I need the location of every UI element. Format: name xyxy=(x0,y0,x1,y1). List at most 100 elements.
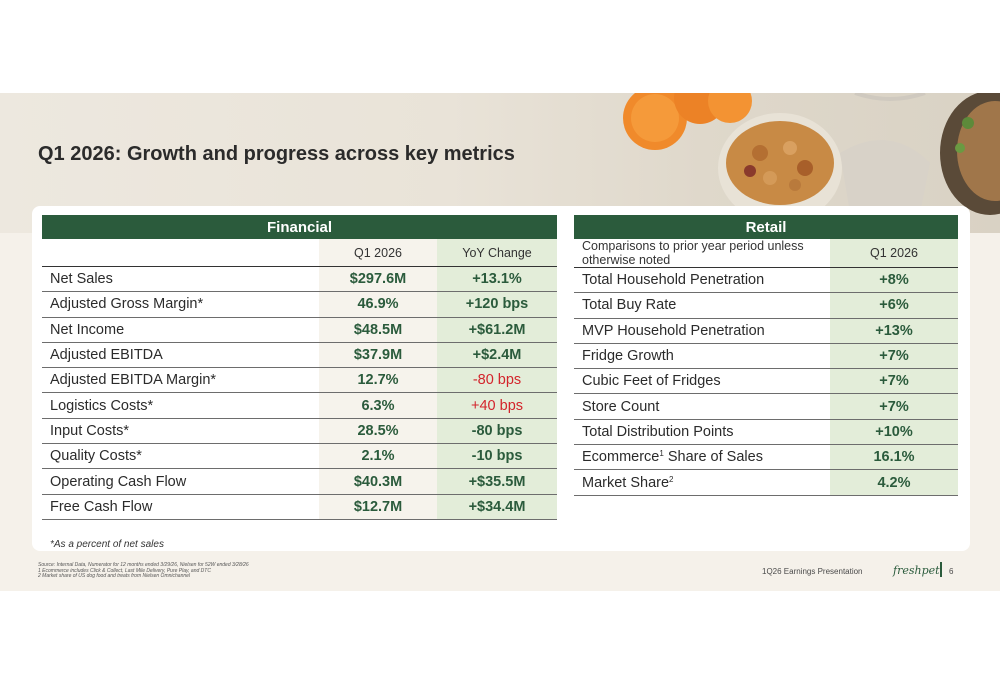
financial-yoy-change: -80 bps xyxy=(437,367,558,394)
retail-comparison-note: Comparisons to prior year period unless … xyxy=(574,239,830,268)
retail-metric-label-text: Ecommerce xyxy=(582,449,660,466)
retail-row: Market Share2 4.2% xyxy=(574,469,959,496)
footnote-marker: 2 xyxy=(669,474,674,484)
financial-column-yoy: YoY Change xyxy=(437,239,558,267)
financial-row: Quality Costs* 2.1% -10 bps xyxy=(42,443,558,470)
financial-q1-value: $12.7M xyxy=(319,494,437,520)
financial-metric-label: Adjusted EBITDA Margin* xyxy=(42,367,319,394)
financial-yoy-change: -80 bps xyxy=(437,418,558,445)
financial-yoy-change: +120 bps xyxy=(437,291,558,318)
financial-row: Free Cash Flow $12.7M +$34.4M xyxy=(42,494,558,520)
financial-column-q1: Q1 2026 xyxy=(319,239,437,267)
source-line: Source: Internal Data, Numerator for 12 … xyxy=(38,562,249,568)
retail-metric-label-text: Total Distribution Points xyxy=(582,423,734,440)
presentation-name: 1Q26 Earnings Presentation xyxy=(762,567,863,576)
source-line: 1 Ecommerce includes Click & Collect, La… xyxy=(38,567,211,574)
retail-q1-value: +7% xyxy=(830,368,959,395)
retail-row: Fridge Growth +7% xyxy=(574,343,959,370)
retail-metric-label-text: MVP Household Penetration xyxy=(582,322,765,339)
financial-yoy-change: +$61.2M xyxy=(437,317,558,343)
retail-q1-value: +7% xyxy=(830,393,959,420)
food-photo-decoration xyxy=(623,93,1000,218)
financial-row: Net Sales $297.6M +13.1% xyxy=(42,266,558,293)
financial-q1-value: 12.7% xyxy=(319,367,437,394)
financial-yoy-change: +$34.4M xyxy=(437,494,558,520)
page-title: Q1 2026: Growth and progress across key … xyxy=(38,143,515,165)
financial-q1-value: 6.3% xyxy=(319,392,437,419)
retail-metric-label-text: Market Share xyxy=(582,474,670,491)
financial-metric-label: Logistics Costs* xyxy=(42,392,319,419)
financial-metric-label: Net Sales xyxy=(42,266,319,293)
financial-q1-value: 28.5% xyxy=(319,418,437,445)
retail-metric-label-suffix: Share of Sales xyxy=(663,449,763,466)
retail-metric-label-text: Store Count xyxy=(582,398,660,415)
financial-q1-value: 2.1% xyxy=(319,443,437,470)
retail-row: Total Household Penetration +8% xyxy=(574,267,959,294)
financial-q1-value: $297.6M xyxy=(319,266,437,293)
retail-row: MVP Household Penetration +13% xyxy=(574,318,959,344)
retail-row: Store Count +7% xyxy=(574,393,959,420)
retail-q1-value: 16.1% xyxy=(830,444,959,471)
retail-q1-value: +7% xyxy=(830,343,959,370)
financial-q1-value: $48.5M xyxy=(319,317,437,343)
financial-row: Logistics Costs* 6.3% +40 bps xyxy=(42,392,558,419)
financial-metric-label: Adjusted Gross Margin* xyxy=(42,291,319,318)
financial-column-blank xyxy=(42,239,319,267)
retail-metric-label: Store Count xyxy=(574,393,830,420)
financial-metric-label: Operating Cash Flow xyxy=(42,468,319,495)
retail-metric-label: MVP Household Penetration xyxy=(574,318,830,344)
net-sales-footnote: *As a percent of net sales xyxy=(50,539,164,550)
financial-yoy-change: +$2.4M xyxy=(437,342,558,369)
financial-table: Financial Q1 2026 YoY Change Net Sales $2… xyxy=(42,215,558,520)
retail-row: Total Distribution Points +10% xyxy=(574,419,959,446)
retail-metric-label: Total Buy Rate xyxy=(574,292,830,319)
sources-footnotes: Source: Internal Data, Numerator for 12 … xyxy=(38,562,249,580)
retail-column-header-row: Comparisons to prior year period unless … xyxy=(574,239,959,268)
retail-metric-label-text: Fridge Growth xyxy=(582,348,674,365)
financial-yoy-change: +$35.5M xyxy=(437,468,558,495)
financial-row: Input Costs* 28.5% -80 bps xyxy=(42,418,558,445)
footnote-marker: 1 xyxy=(659,449,664,459)
financial-row: Adjusted Gross Margin* 46.9% +120 bps xyxy=(42,291,558,318)
retail-q1-value: +13% xyxy=(830,318,959,344)
financial-metric-label: Free Cash Flow xyxy=(42,494,319,520)
financial-yoy-change: +40 bps xyxy=(437,392,558,419)
financial-metric-label: Quality Costs* xyxy=(42,443,319,470)
financial-metric-label: Adjusted EBITDA xyxy=(42,342,319,369)
financial-yoy-change: +13.1% xyxy=(437,266,558,293)
financial-q1-value: 46.9% xyxy=(319,291,437,318)
source-line: 2 Market share of US dog food and treats… xyxy=(38,573,191,579)
retail-metric-label: Cubic Feet of Fridges xyxy=(574,368,830,395)
retail-metric-label-text: Cubic Feet of Fridges xyxy=(582,373,721,390)
retail-header: Retail xyxy=(574,215,959,239)
retail-row: Cubic Feet of Fridges +7% xyxy=(574,368,959,395)
financial-row: Adjusted EBITDA Margin* 12.7% -80 bps xyxy=(42,367,558,394)
retail-row: Total Buy Rate +6% xyxy=(574,292,959,319)
retail-metric-label: Ecommerce1 Share of Sales xyxy=(574,444,830,471)
retail-metric-label-text: Total Household Penetration xyxy=(582,272,765,289)
financial-q1-value: $37.9M xyxy=(319,342,437,369)
footer-divider xyxy=(940,562,942,577)
retail-row: Ecommerce1 Share of Sales 16.1% xyxy=(574,444,959,471)
financial-row: Net Income $48.5M +$61.2M xyxy=(42,317,558,343)
retail-column-q1: Q1 2026 xyxy=(830,239,959,268)
retail-metric-label: Total Distribution Points xyxy=(574,419,830,446)
retail-q1-value: +6% xyxy=(830,292,959,319)
retail-metric-label: Fridge Growth xyxy=(574,343,830,370)
financial-row: Operating Cash Flow $40.3M +$35.5M xyxy=(42,468,558,495)
financial-column-header-row: Q1 2026 YoY Change xyxy=(42,239,558,267)
financial-row: Adjusted EBITDA $37.9M +$2.4M xyxy=(42,342,558,369)
retail-metric-label: Market Share2 xyxy=(574,469,830,496)
financial-q1-value: $40.3M xyxy=(319,468,437,495)
financial-metric-label: Input Costs* xyxy=(42,418,319,445)
retail-table: Retail Comparisons to prior year period … xyxy=(574,215,959,496)
freshpet-logo: freshpet xyxy=(893,564,940,577)
retail-q1-value: +8% xyxy=(830,267,959,294)
retail-q1-value: 4.2% xyxy=(830,469,959,496)
financial-metric-label: Net Income xyxy=(42,317,319,343)
retail-q1-value: +10% xyxy=(830,419,959,446)
retail-metric-label: Total Household Penetration xyxy=(574,267,830,294)
retail-metric-label-text: Total Buy Rate xyxy=(582,297,677,314)
financial-yoy-change: -10 bps xyxy=(437,443,558,470)
financial-header: Financial xyxy=(42,215,558,239)
